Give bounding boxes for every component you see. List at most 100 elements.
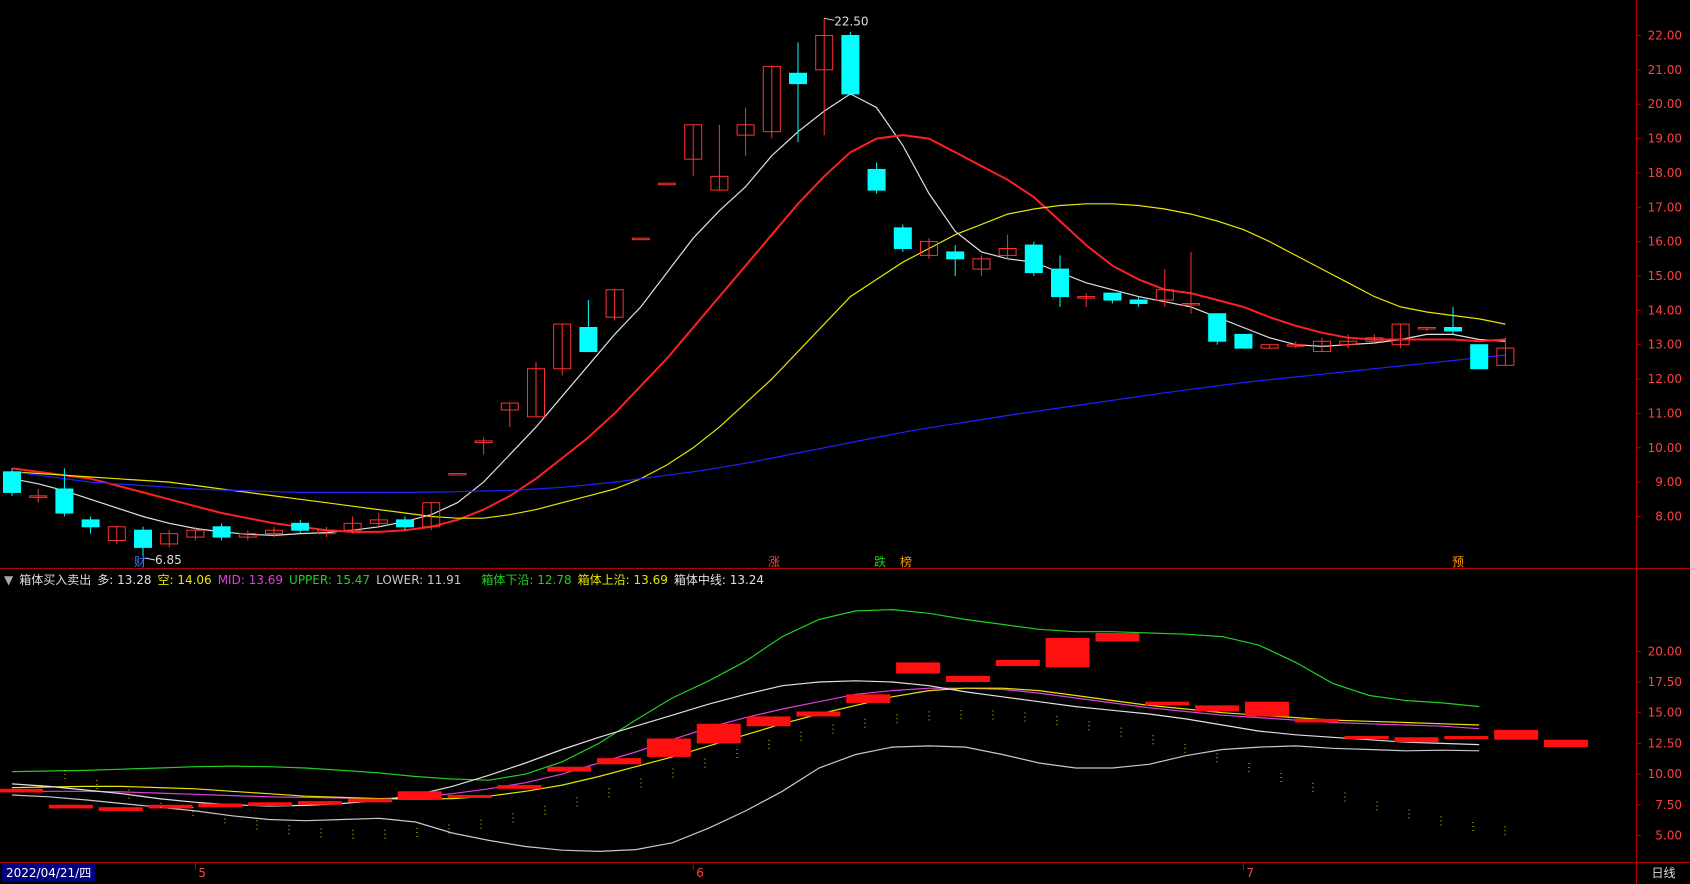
indicator-toggle-icon[interactable]: ▼ [4, 573, 14, 587]
box-signal [198, 803, 243, 808]
candle-body [422, 502, 441, 528]
ma-line-ma10 [11, 134, 1506, 533]
box-signal [248, 802, 293, 806]
event-mark-yu[interactable]: 预 [1452, 555, 1465, 569]
candle-body [1313, 340, 1331, 353]
candle-body [1208, 313, 1227, 342]
duo-value: 多: 13.28 [97, 573, 152, 587]
candle-body [605, 289, 624, 318]
candle-body [946, 251, 965, 260]
box-signal [1494, 729, 1539, 740]
month-label: 6 [696, 866, 704, 880]
candle-body [1024, 244, 1043, 274]
candle-body [343, 522, 362, 531]
ma-line-ma60 [11, 354, 1506, 493]
box-signal [945, 675, 990, 683]
candle-body [1182, 302, 1200, 306]
indicator-name[interactable]: 箱体买入卖出 [19, 573, 92, 587]
candle-body [658, 182, 676, 186]
period-selector[interactable]: 日线 [1651, 866, 1676, 880]
candle-body [265, 529, 283, 535]
box-signal [696, 723, 741, 744]
box-signal [597, 758, 642, 765]
candle-body [55, 488, 74, 514]
candle-body [1103, 292, 1122, 301]
candle-body [579, 327, 598, 353]
box-signal [1444, 736, 1489, 740]
candle-body [474, 440, 493, 444]
main-tick-label: 13.00 [1648, 338, 1682, 352]
candle-body [1391, 323, 1410, 346]
indicator-line-多 [11, 687, 1480, 800]
candle-body [1470, 344, 1489, 370]
month-label: 7 [1246, 866, 1254, 880]
box-signal [1344, 736, 1389, 740]
main-tick-label: 22.00 [1648, 28, 1682, 42]
indicator-info-bar: ▼ 箱体买入卖出 多: 13.28 空: 14.06 MID: 13.69 UPPER: … [4, 571, 770, 589]
candle-body [1417, 327, 1436, 330]
candle-body [1155, 289, 1174, 301]
candle-body [762, 65, 781, 133]
candle-body [631, 237, 650, 241]
ma-line-ma20 [11, 203, 1506, 519]
candle-body [789, 72, 807, 85]
box-signal [497, 785, 542, 789]
box-signal [1195, 705, 1240, 712]
box-signal [796, 711, 841, 717]
event-mark-bang[interactable]: 榜 [900, 555, 913, 569]
candle-body [186, 529, 205, 538]
candle-body [1051, 268, 1069, 298]
candle-body [369, 519, 388, 524]
lower-value: LOWER: 11.91 [376, 573, 462, 587]
lower-tick-label: 20.00 [1648, 644, 1682, 658]
candle-body [317, 529, 336, 535]
candle-body [1365, 337, 1384, 342]
candle-body [29, 495, 48, 498]
box-signal [846, 694, 891, 703]
box-signal [547, 766, 592, 772]
upper-value: UPPER: 15.47 [289, 573, 371, 587]
main-tick-label: 12.00 [1648, 372, 1682, 386]
main-tick-label: 10.00 [1648, 441, 1682, 455]
box-signal [1045, 637, 1090, 668]
box-signal [447, 794, 492, 798]
candle-body [1339, 340, 1358, 346]
candle-body [684, 124, 703, 160]
high-pointer [824, 17, 835, 21]
main-tick-label: 14.00 [1648, 303, 1682, 317]
candle-body [212, 526, 231, 538]
candle-body [107, 526, 126, 542]
lower-tick-label: 12.50 [1648, 736, 1682, 750]
box-signal [397, 791, 442, 800]
indicator-line-lower [11, 745, 1480, 853]
candle-body [1286, 344, 1305, 347]
month-label: 5 [198, 866, 206, 880]
high-price-label: 22.50 [834, 14, 868, 28]
box-signal [1244, 701, 1289, 717]
event-mark-zhang[interactable]: 涨 [768, 555, 781, 569]
candle-body [291, 522, 310, 531]
box-signal [1544, 739, 1588, 748]
candle-body [1444, 327, 1462, 332]
event-mark-cai[interactable]: 财 [134, 555, 147, 569]
candle-body [396, 519, 414, 528]
low-pointer [144, 557, 156, 561]
candle-body [972, 258, 991, 270]
candle-body [893, 227, 912, 249]
kong-value: 空: 14.06 [157, 573, 212, 587]
box-signal [1145, 701, 1190, 706]
main-tick-label: 19.00 [1648, 132, 1682, 146]
box-signal [995, 659, 1040, 667]
main-tick-label: 11.00 [1648, 406, 1682, 420]
box-upper-value: 箱体上沿: 13.69 [577, 573, 668, 587]
main-tick-label: 8.00 [1655, 509, 1682, 523]
indicator-line-upper [11, 608, 1480, 781]
candle-body [3, 471, 21, 493]
event-mark-die[interactable]: 跌 [874, 555, 887, 569]
candle-body [1077, 296, 1096, 299]
box-signal [98, 807, 143, 811]
box-signal [896, 662, 941, 674]
candle-body [815, 34, 834, 71]
candle-body [1496, 347, 1515, 366]
